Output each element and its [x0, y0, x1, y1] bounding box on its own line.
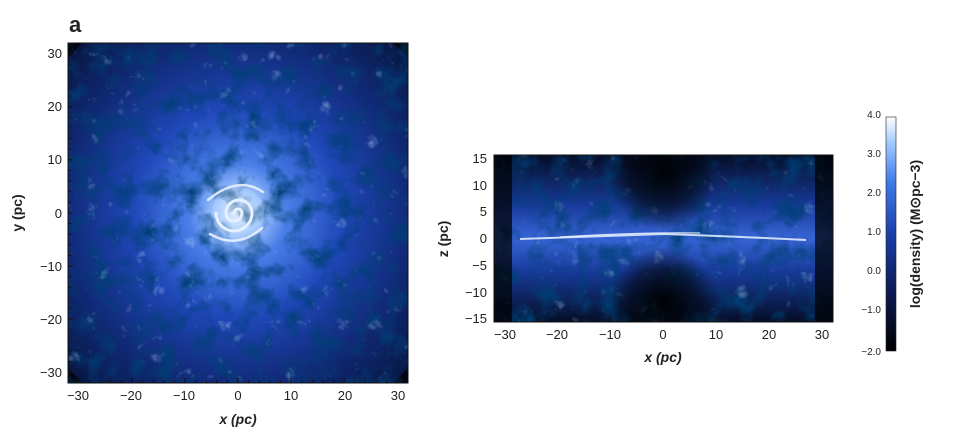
x-tick-label: −30 — [67, 388, 89, 403]
x-tick-label: 10 — [284, 388, 298, 403]
z-tick-label: 5 — [480, 204, 487, 219]
y-tick-label: 30 — [48, 46, 62, 61]
z-tick-label: −10 — [465, 285, 487, 300]
colorbar-tick-label: −1.0 — [861, 305, 881, 316]
y-tick-label: −30 — [40, 365, 62, 380]
colorbar-tick-labels: 4.0 3.0 2.0 1.0 0.0 −1.0 −2.0 — [861, 110, 881, 358]
colorbar-tick-label: 2.0 — [867, 188, 881, 199]
colorbar-tick-label: 1.0 — [867, 227, 881, 238]
edge-on-z-tick-labels: 15 10 5 0 −5 −10 −15 — [465, 151, 487, 326]
z-tick-label: −15 — [465, 311, 487, 326]
edge-on-z-axis-label: z (pc) — [435, 221, 451, 258]
edge-on-x-axis-label: x (pc) — [643, 349, 682, 365]
x-tick-label: 0 — [234, 388, 241, 403]
colorbar-tick-label: −2.0 — [861, 347, 881, 358]
central-spiral — [206, 183, 265, 242]
colorbar-label: log(density) (M⊙pc−3) — [907, 160, 923, 308]
y-tick-label: 0 — [55, 206, 62, 221]
colorbar-tick-label: 3.0 — [867, 149, 881, 160]
x-tick-label: −20 — [546, 327, 568, 342]
edge-on-x-tick-labels: −30 −20 −10 0 10 20 30 — [494, 327, 829, 342]
face-on-x-tick-labels: −30 −20 −10 0 10 20 30 — [67, 388, 405, 403]
face-on-ticks — [67, 42, 409, 384]
x-tick-label: 20 — [338, 388, 352, 403]
x-tick-label: −30 — [494, 327, 516, 342]
face-on-y-tick-labels: 30 20 10 0 −10 −20 −30 — [40, 46, 62, 380]
y-tick-label: 20 — [48, 99, 62, 114]
y-tick-label: −10 — [40, 259, 62, 274]
x-tick-label: −10 — [599, 327, 621, 342]
edge-on-density-map — [494, 155, 833, 322]
x-tick-label: 0 — [659, 327, 666, 342]
x-tick-label: 30 — [391, 388, 405, 403]
z-tick-label: 0 — [480, 231, 487, 246]
x-tick-label: −10 — [173, 388, 195, 403]
x-tick-label: 30 — [815, 327, 829, 342]
colorbar — [885, 116, 897, 352]
face-on-density-map — [68, 43, 408, 383]
y-tick-label: −20 — [40, 312, 62, 327]
face-on-y-axis-label: y (pc) — [9, 194, 25, 231]
x-tick-label: 20 — [762, 327, 776, 342]
face-on-x-axis-label: x (pc) — [218, 411, 257, 427]
z-tick-label: 10 — [473, 178, 487, 193]
z-tick-label: 15 — [473, 151, 487, 166]
x-tick-label: 10 — [709, 327, 723, 342]
x-tick-label: −20 — [120, 388, 142, 403]
panel-label: a — [69, 12, 82, 37]
midplane-streak — [519, 232, 807, 241]
z-tick-label: −5 — [472, 258, 487, 273]
y-tick-label: 10 — [48, 152, 62, 167]
colorbar-tick-label: 0.0 — [867, 266, 881, 277]
edge-on-ticks — [494, 157, 823, 322]
colorbar-tick-label: 4.0 — [867, 110, 881, 121]
